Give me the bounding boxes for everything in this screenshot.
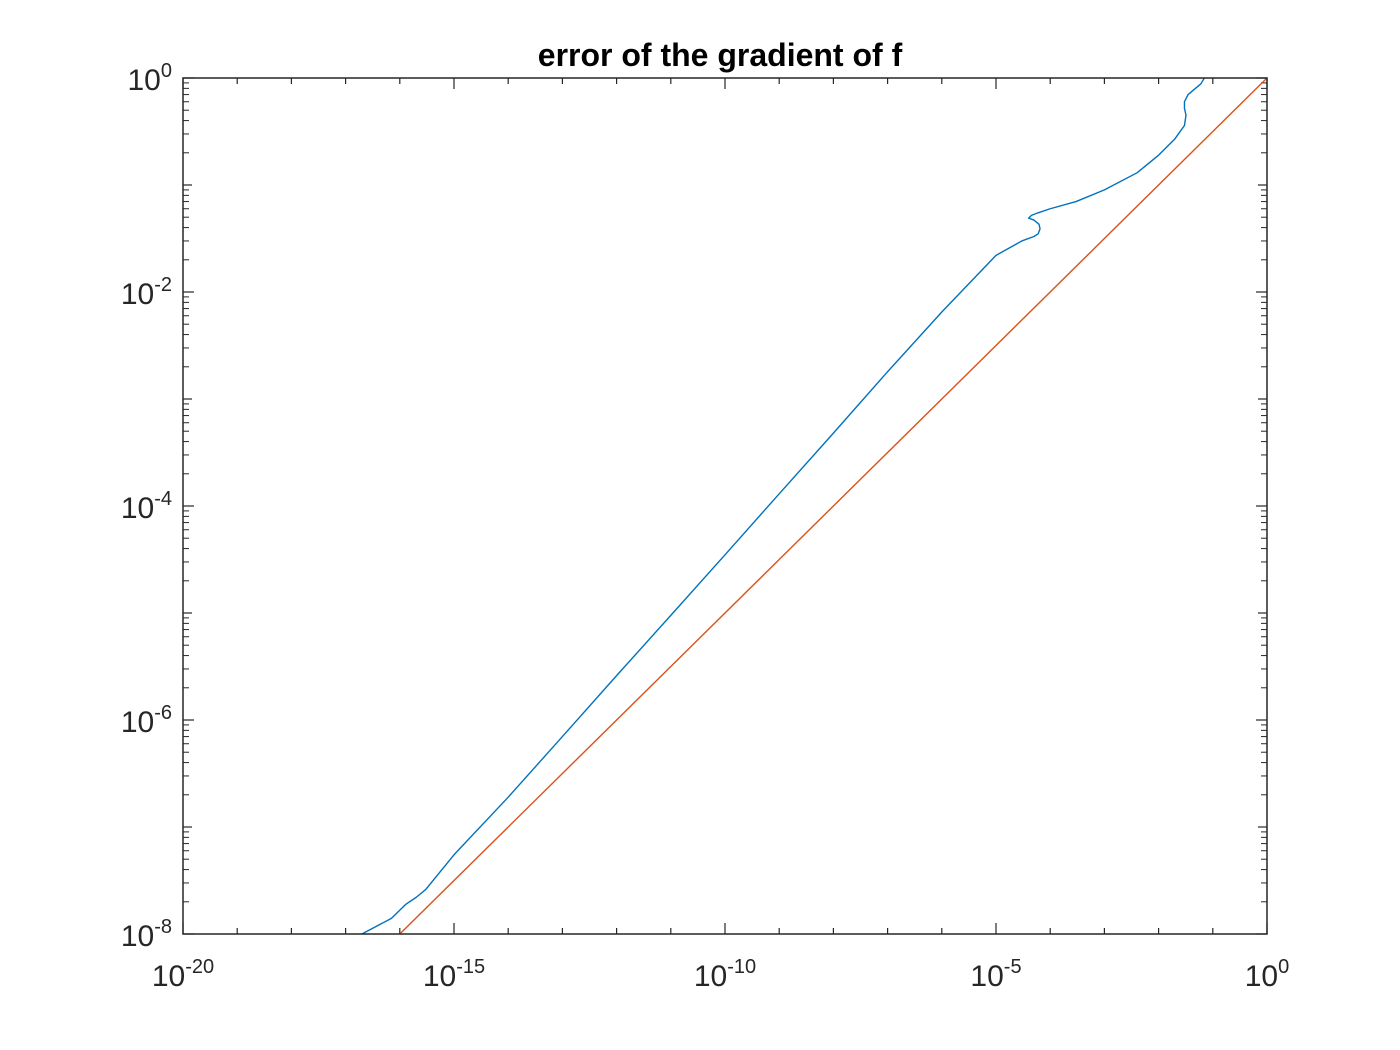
x-tick-exponent: -20 [185, 956, 214, 978]
x-tick-label: 100 [1245, 956, 1290, 993]
x-tick-exponent: -5 [1004, 956, 1022, 978]
x-tick-label: 10-20 [152, 956, 214, 993]
series-layer [361, 77, 1268, 935]
y-tick-label: 10-6 [121, 702, 172, 739]
y-tick-base: 10 [121, 278, 154, 311]
x-tick-exponent: -10 [727, 956, 756, 978]
x-tick-base: 10 [694, 960, 727, 993]
y-tick-base: 10 [128, 64, 161, 97]
minor-ticks [183, 78, 1267, 934]
x-tick-base: 10 [152, 960, 185, 993]
chart-title: error of the gradient of f [538, 37, 903, 73]
y-tick-label: 100 [128, 60, 173, 97]
y-tick-label: 10-8 [121, 916, 172, 953]
x-tick-label: 10-10 [694, 956, 756, 993]
x-tick-base: 10 [1245, 960, 1278, 993]
x-tick-exponent: -15 [456, 956, 485, 978]
x-tick-label: 10-5 [970, 956, 1021, 993]
y-tick-base: 10 [121, 706, 154, 739]
series-line-2 [399, 77, 1268, 935]
x-tick-base: 10 [423, 960, 456, 993]
series-line-1 [361, 77, 1205, 935]
y-tick-label: 10-4 [121, 488, 172, 525]
x-tick-base: 10 [970, 960, 1003, 993]
x-tick-labels: 10-20 10-15 10-10 10-5 100 [152, 956, 1289, 993]
y-tick-base: 10 [121, 920, 154, 953]
y-tick-label: 10-2 [121, 274, 172, 311]
y-tick-exponent: -8 [154, 916, 172, 938]
x-tick-exponent: 0 [1278, 956, 1289, 978]
axes-box [182, 77, 1268, 935]
x-tick-label: 10-15 [423, 956, 485, 993]
y-tick-exponent: -2 [154, 274, 172, 296]
axes-background [183, 78, 1267, 934]
y-tick-base: 10 [121, 492, 154, 525]
y-tick-exponent: 0 [161, 60, 172, 82]
y-tick-exponent: -6 [154, 702, 172, 724]
y-tick-exponent: -4 [154, 488, 172, 510]
